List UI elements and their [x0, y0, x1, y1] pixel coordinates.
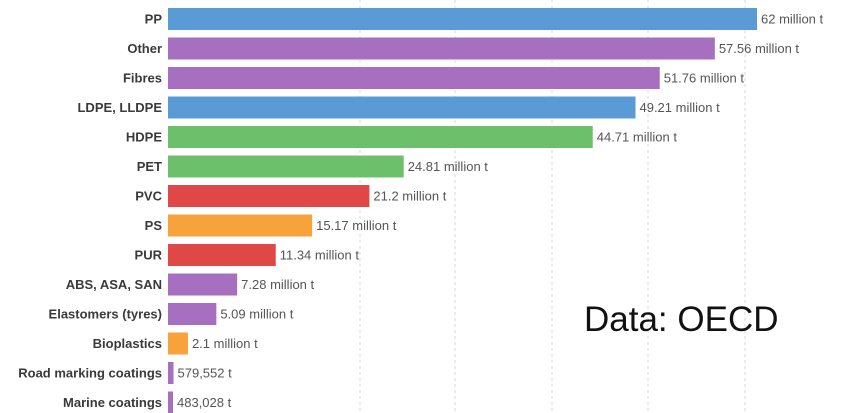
bar [168, 126, 593, 148]
value-labels: 62 million t 57.56 million t 51.76 million… [177, 12, 824, 411]
category-label: PUR [135, 248, 163, 263]
category-label: Fibres [123, 71, 162, 86]
bar [168, 185, 370, 207]
value-label: 579,552 t [178, 366, 233, 381]
bar [168, 37, 715, 60]
bar [168, 214, 313, 237]
bar [168, 155, 404, 178]
source-note: Data: OECD [584, 300, 779, 339]
value-label: 15.17 million t [316, 218, 397, 233]
bar [168, 303, 217, 325]
bars [168, 8, 757, 413]
value-label: 57.56 million t [719, 41, 800, 56]
bar [168, 8, 757, 30]
category-label: ABS, ASA, SAN [66, 277, 162, 292]
value-label: 7.28 million t [241, 277, 314, 292]
category-label: LDPE, LLDPE [77, 100, 162, 115]
value-label: 2.1 million t [192, 336, 258, 351]
category-label: PVC [135, 189, 162, 204]
category-label: HDPE [126, 130, 162, 145]
value-label: 5.09 million t [220, 307, 293, 322]
bar [168, 362, 174, 384]
bar [168, 273, 238, 296]
category-label: Marine coatings [63, 395, 162, 410]
category-label: PS [145, 218, 163, 233]
value-label: 21.2 million t [373, 189, 446, 204]
category-labels: PP Other Fibres LDPE, LLDPE HDPE PET PVC PS PUR A… [18, 12, 162, 411]
value-label: 49.21 million t [639, 100, 720, 115]
value-label: 11.34 million t [280, 248, 360, 263]
value-label: 51.76 million t [664, 71, 745, 86]
bar [168, 96, 636, 119]
category-label: Road marking coatings [18, 366, 162, 381]
bar [168, 67, 660, 89]
bar [168, 244, 276, 266]
bar [168, 391, 173, 413]
gridlines [359, 0, 746, 413]
category-label: PET [137, 159, 162, 174]
value-label: 62 million t [761, 12, 824, 27]
value-label: 24.81 million t [408, 159, 489, 174]
value-label: 44.71 million t [597, 130, 678, 145]
category-label: PP [145, 12, 163, 27]
value-label: 483,028 t [177, 395, 232, 410]
bar [168, 332, 188, 355]
category-label: Other [127, 41, 162, 56]
category-label: Elastomers (tyres) [49, 307, 162, 322]
category-label: Bioplastics [93, 336, 162, 351]
